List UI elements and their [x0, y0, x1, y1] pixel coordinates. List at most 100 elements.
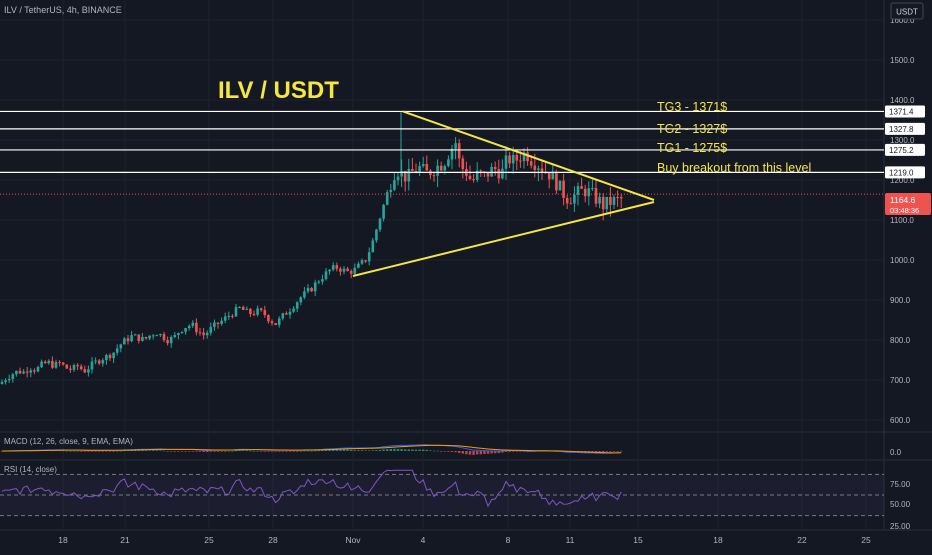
macd-histogram-bar — [87, 451, 90, 452]
candle-body — [565, 197, 569, 204]
triangle-pattern[interactable] — [352, 110, 655, 277]
candle-body — [450, 148, 454, 160]
candle-body — [558, 180, 562, 191]
macd-histogram-bar — [263, 451, 266, 452]
candle-body — [540, 168, 544, 173]
price-countdown: 03:48:36 — [890, 206, 919, 215]
candle-body — [403, 170, 407, 182]
candle-body — [414, 171, 418, 173]
candle-body — [313, 282, 317, 292]
triangle-upper-line[interactable] — [402, 110, 655, 201]
candle-body — [288, 311, 292, 315]
candle-body — [169, 337, 173, 344]
macd-zero-tick: 0.0 — [890, 448, 902, 457]
macd-histogram-bar — [54, 450, 58, 452]
candle-body — [119, 344, 123, 349]
candle-body — [159, 334, 162, 336]
candle-body — [375, 229, 378, 241]
candle-body — [173, 335, 177, 338]
macd-histogram-bar — [332, 449, 335, 451]
candle-body — [83, 369, 87, 373]
macd-histogram-bar — [69, 450, 72, 452]
macd-histogram-bar — [587, 451, 590, 453]
y-tick-label: 600.0 — [890, 416, 911, 425]
macd-histogram-bar — [476, 451, 479, 455]
candle-body — [263, 310, 267, 316]
candle-body — [0, 382, 4, 384]
macd-histogram-bar — [594, 451, 598, 453]
macd-histogram-bar — [602, 451, 605, 453]
candle-body — [259, 308, 263, 311]
macd-histogram-bar — [303, 450, 306, 452]
candle-body — [108, 354, 112, 359]
candle-body — [364, 260, 367, 262]
price-grid — [0, 0, 884, 530]
candle-body — [281, 313, 285, 319]
candle-body — [371, 240, 375, 253]
currency-button[interactable] — [890, 2, 924, 20]
candle-body — [342, 268, 346, 272]
candle-body — [591, 188, 594, 190]
candle-body — [594, 188, 598, 204]
y-tick-label: 1000.0 — [890, 256, 915, 265]
macd-histogram-bar — [130, 450, 133, 451]
rsi-tick-25: 25.00 — [890, 522, 911, 531]
symbol-line: ILV / TetherUS, 4h, BINANCE — [4, 5, 122, 15]
candle-body — [357, 263, 360, 268]
macd-histogram-bar — [404, 449, 407, 451]
candle-body — [61, 362, 65, 365]
x-tick-label: 18 — [713, 535, 723, 545]
macd-histogram-bar — [468, 451, 472, 455]
candle-body — [245, 308, 249, 310]
candle-body — [292, 308, 295, 312]
macd-histogram-bar — [249, 450, 252, 452]
macd-histogram-bar — [447, 451, 450, 452]
x-tick-label: 28 — [268, 535, 278, 545]
macd-histogram-bar — [350, 449, 353, 451]
candle-body — [443, 166, 447, 171]
macd-histogram-bar — [425, 449, 428, 451]
candle-body — [457, 143, 461, 159]
triangle-lower-line[interactable] — [352, 201, 655, 277]
candle-body — [605, 196, 609, 210]
macd-histogram-bar — [317, 450, 320, 452]
candle-body — [331, 265, 335, 270]
level-price-badge — [885, 166, 925, 179]
y-tick-label: 1100.0 — [890, 216, 914, 225]
macd-histogram-bar — [184, 451, 187, 452]
rsi-label: RSI (14, close) — [4, 465, 57, 474]
macd-histogram-bar — [227, 450, 230, 452]
macd-histogram-bar — [504, 451, 508, 452]
rsi-tick-75: 75.00 — [890, 480, 911, 489]
macd-histogram-bar — [360, 450, 364, 451]
macd-histogram-bar — [314, 450, 317, 452]
macd-histogram-bar — [598, 451, 601, 453]
chart-title: ILV / USDT — [218, 77, 339, 104]
candle-body — [461, 158, 465, 169]
macd-histogram-bar — [159, 450, 162, 451]
candle-body — [15, 370, 18, 375]
candle-body — [184, 328, 187, 332]
y-tick-label: 800.0 — [890, 336, 911, 345]
candle-body — [328, 269, 331, 272]
macd-histogram-bar — [231, 450, 234, 452]
macd-histogram-bar — [285, 451, 288, 452]
macd-histogram-bar — [396, 448, 400, 451]
candle-body — [209, 326, 213, 333]
candle-body — [310, 287, 313, 292]
candle-body — [353, 267, 357, 274]
candle-body — [202, 332, 205, 336]
macd-histogram-bar — [152, 450, 155, 451]
macd-histogram-bar — [386, 449, 389, 451]
candle-body — [191, 322, 195, 326]
macd-histogram-bar — [393, 448, 396, 451]
candle-body — [573, 194, 576, 204]
candle-body — [216, 322, 220, 324]
candle-body — [537, 168, 540, 170]
candle-body — [133, 334, 137, 336]
candle-body — [551, 171, 555, 180]
candle-body — [439, 165, 443, 171]
macd-histogram-bar — [483, 451, 486, 455]
candle-body — [137, 334, 141, 341]
